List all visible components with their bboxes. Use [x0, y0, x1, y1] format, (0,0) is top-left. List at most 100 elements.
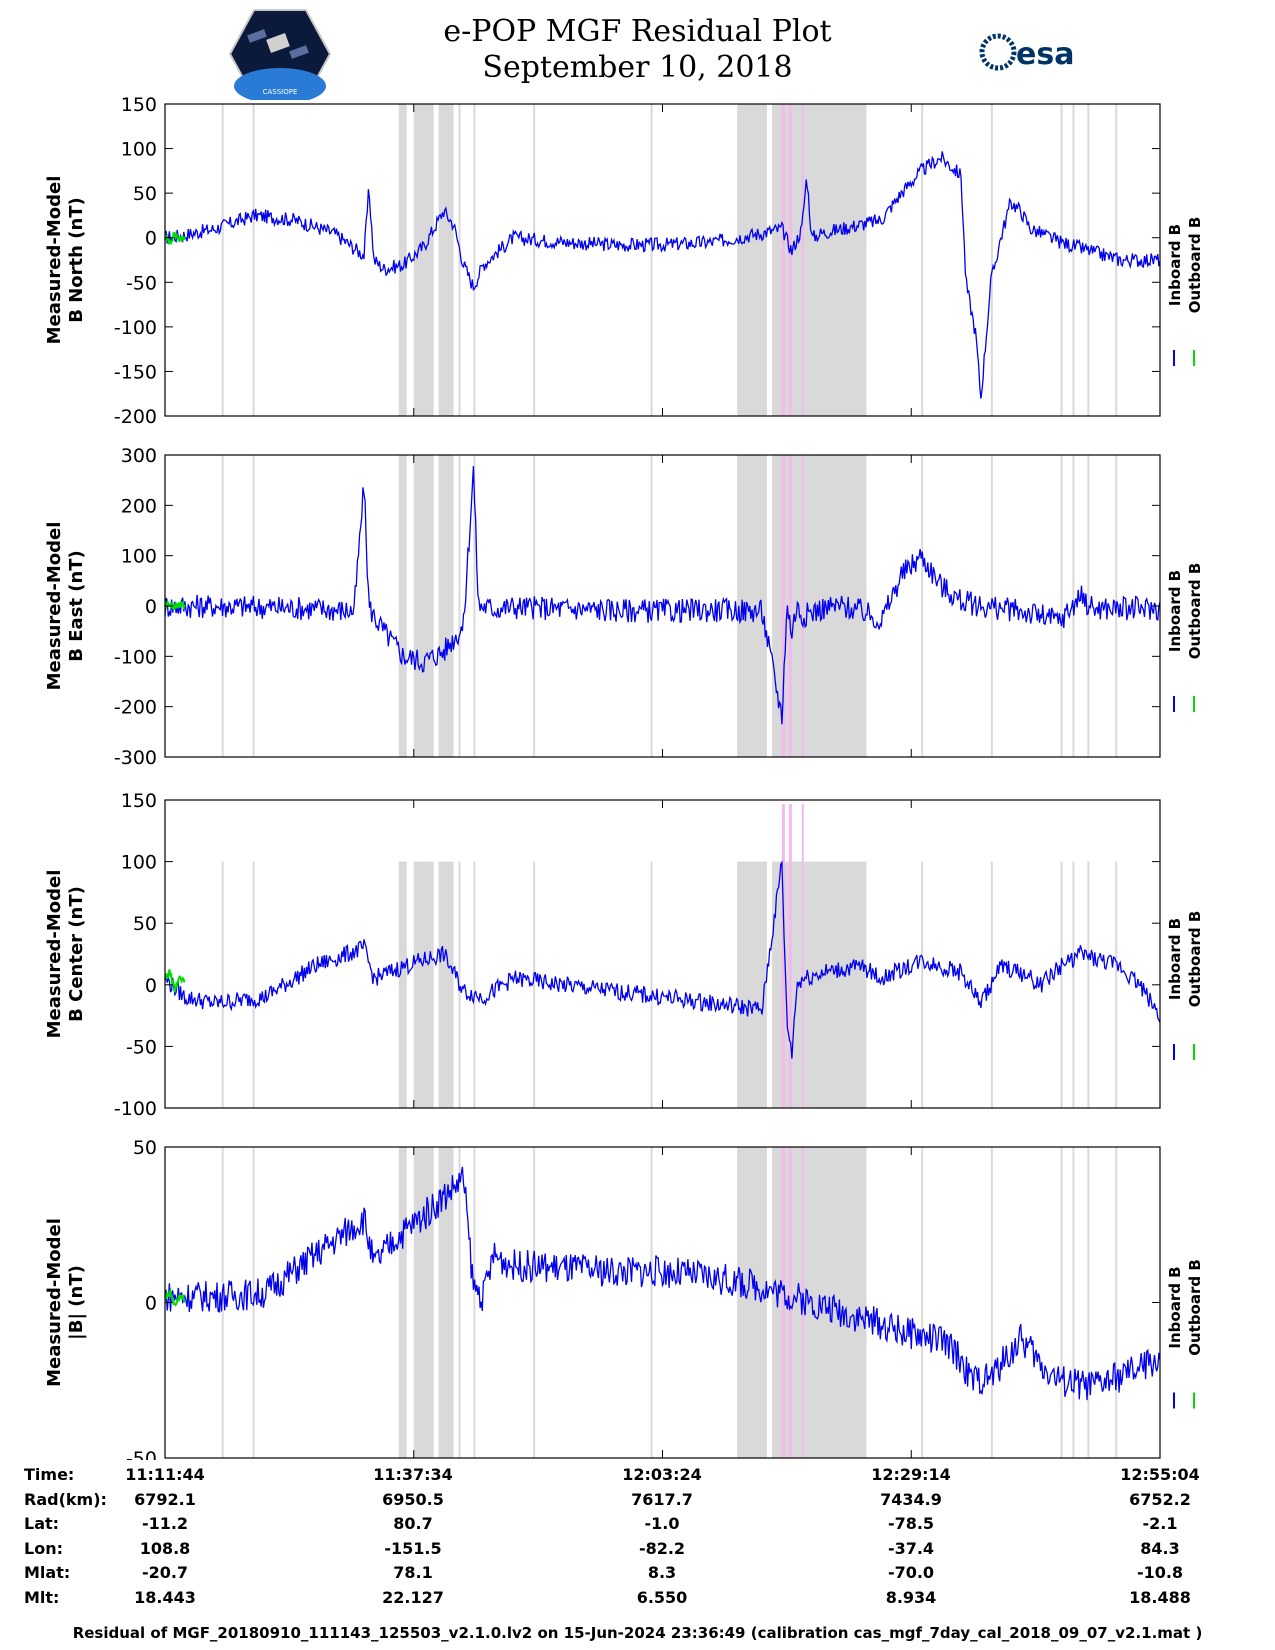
time-row-label: Time:: [24, 1465, 75, 1484]
time-row-value: 7617.7: [631, 1489, 693, 1509]
outboard-series: [164, 231, 186, 245]
y-tick-label: 200: [121, 495, 157, 517]
y-tick-label: 50: [133, 183, 157, 205]
panel-1: -200 -150 -100 -50 0 50 100 150 Measured-ModelB …: [44, 94, 1204, 428]
y-tick-label: -50: [126, 1036, 157, 1058]
time-row-value: 11:37:34: [373, 1465, 453, 1484]
shade-line: [425, 104, 428, 416]
legend-inboard-label: Inboard B: [1166, 570, 1184, 652]
time-row-label: Lon:: [24, 1538, 63, 1558]
time-row-label: Mlt:: [24, 1587, 60, 1607]
y-axis-label-line-2: B East (nT): [66, 550, 87, 662]
legend-outboard-label: Outboard B: [1186, 1259, 1204, 1356]
shade-line: [990, 1147, 993, 1458]
time-row-value: -82.2: [638, 1538, 686, 1558]
shade-line: [1087, 1147, 1090, 1458]
y-tick-label: 0: [145, 596, 157, 618]
plot-frame: [164, 103, 1161, 417]
time-row-value: 12:55:04: [1120, 1465, 1200, 1484]
y-tick-label: 0: [145, 228, 157, 250]
y-tick-label: 100: [121, 139, 157, 161]
y-tick-label: 100: [121, 546, 157, 568]
pink-band: [781, 455, 785, 757]
legend-inboard-label: Inboard B: [1166, 918, 1184, 1000]
shade-line: [1060, 1147, 1063, 1458]
y-tick-label: -50: [126, 1448, 157, 1460]
pink-band: [801, 804, 804, 1108]
time-row-value: 7434.9: [880, 1489, 942, 1509]
pink-band: [788, 104, 792, 416]
shade-band: [413, 104, 434, 416]
svg-text:CASSIOPE: CASSIOPE: [263, 88, 298, 96]
page-title: e-POP MGF Residual Plot September 10, 20…: [0, 14, 1275, 86]
shade-band: [398, 455, 407, 757]
pink-band: [801, 455, 804, 757]
y-axis-label: Measured-Model|B| (nT): [44, 1218, 87, 1387]
time-row: Lat: -11.2 80.7 -1.0 -78.5 -2.1: [0, 1514, 1275, 1538]
outboard-series: [164, 598, 186, 611]
esa-logo: esa: [978, 30, 1098, 74]
pink-band: [788, 1147, 792, 1458]
shade-line: [403, 1147, 406, 1458]
shade-line: [650, 104, 653, 416]
shade-band: [438, 1147, 454, 1458]
shade-line: [1087, 455, 1090, 757]
pink-band: [801, 104, 804, 416]
shade-line: [425, 861, 428, 1108]
y-tick-label: -100: [114, 317, 157, 339]
legend-outboard-label: Outboard B: [1186, 563, 1204, 660]
shade-line: [650, 455, 653, 757]
shade-line: [1087, 861, 1090, 1108]
shade-line: [1115, 861, 1118, 1108]
shade-line: [1115, 104, 1118, 416]
shade-band: [438, 104, 454, 416]
shade-line: [458, 455, 461, 757]
shade-line: [533, 861, 536, 1108]
outboard-series: [164, 969, 186, 993]
cassiope-logo: CASSIOPE: [228, 8, 332, 104]
y-tick-label: -50: [126, 272, 157, 294]
pink-band: [781, 104, 785, 416]
shade-band: [413, 861, 434, 1108]
time-row-value: -20.7: [141, 1563, 189, 1582]
shade-line: [921, 455, 924, 757]
shade-band: [737, 1147, 767, 1458]
time-row-value: 8.934: [885, 1587, 937, 1607]
shade-line: [921, 861, 924, 1108]
shade-line: [473, 1147, 476, 1458]
time-row: Rad(km): 6792.1 6950.5 7617.7 7434.9 6752.2: [0, 1490, 1275, 1514]
time-row-value: 108.8: [139, 1538, 191, 1558]
svg-text:esa: esa: [1016, 37, 1074, 72]
shade-line: [221, 1147, 224, 1458]
time-row-label: Lat:: [24, 1514, 60, 1533]
shade-band: [413, 1147, 434, 1458]
shade-band: [737, 861, 767, 1108]
y-tick-label: 300: [121, 445, 157, 467]
title-line-1: e-POP MGF Residual Plot: [443, 14, 832, 49]
y-tick-label: -150: [114, 361, 157, 383]
shade-line: [1087, 104, 1090, 416]
header: CASSIOPE e-POP MGF Residual Plot Septemb…: [0, 0, 1275, 104]
inboard-series: [164, 860, 1161, 1059]
time-row-value: -37.4: [887, 1538, 935, 1558]
time-row-value: 6950.5: [382, 1489, 444, 1509]
y-axis-label-line-1: Measured-Model: [44, 522, 65, 691]
shade-band: [438, 455, 454, 757]
y-tick-label: 0: [145, 975, 157, 997]
shade-band: [771, 104, 867, 416]
time-row-value: 80.7: [393, 1514, 433, 1533]
y-axis-label-line-2: B Center (nT): [66, 886, 87, 1022]
panel-4: -50 0 50 Measured-Model|B| (nT) Inboard B Out…: [44, 1137, 1204, 1460]
y-axis-label: Measured-ModelB East (nT): [44, 522, 87, 691]
time-row-value: 12:29:14: [871, 1465, 951, 1484]
y-tick-label: -200: [114, 406, 157, 428]
plot-frame: [164, 799, 1161, 1109]
time-row-label: Rad(km):: [24, 1489, 107, 1509]
shade-line: [650, 861, 653, 1108]
shade-line: [473, 104, 476, 416]
y-tick-label: -300: [114, 747, 157, 769]
shade-line: [1060, 455, 1063, 757]
legend-outboard-label: Outboard B: [1186, 911, 1204, 1008]
shade-band: [438, 861, 454, 1108]
time-row-value: 18.488: [1129, 1587, 1191, 1607]
